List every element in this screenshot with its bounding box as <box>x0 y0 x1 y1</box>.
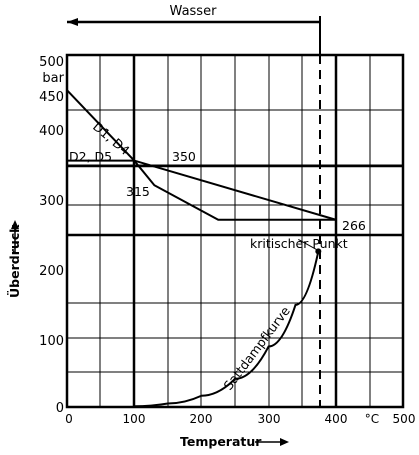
x-tick-500: 500 <box>393 412 416 426</box>
water-label: Wasser <box>170 4 218 19</box>
curve-saturation <box>134 251 320 408</box>
y-tick-400: 400 <box>39 124 64 139</box>
annotation-d2d5: D2, D5 <box>69 149 112 164</box>
x-tick-400: 400 <box>325 412 348 426</box>
y-tick-450: 450 <box>39 90 64 105</box>
annotation-315: 315 <box>126 184 150 199</box>
water-range-bracket: Wasser <box>67 4 321 407</box>
curves <box>66 89 337 408</box>
curve-d2d5 <box>67 159 337 221</box>
x-tick-0: 0 <box>65 412 73 426</box>
y-axis-label: Überdruck <box>7 224 22 298</box>
vertical-grid <box>99 55 371 407</box>
y-tick-100: 100 <box>39 334 64 349</box>
x-tick-100: 100 <box>123 412 146 426</box>
y-tick-200: 200 <box>39 264 64 279</box>
critical-point-label: kritischer Punkt <box>250 236 348 251</box>
y-axis-ticks: 500 bar 450 400 300 200 100 0 <box>39 55 64 416</box>
plot-frame <box>65 53 405 409</box>
x-unit-label: °C <box>365 412 379 426</box>
critical-point: kritischer Punkt <box>250 236 348 255</box>
x-axis-label: Temperatur <box>180 434 262 449</box>
y-tick-0: 0 <box>56 401 64 416</box>
annotation-saturation-curve: Sattdampfkurve <box>220 303 293 393</box>
x-axis-title: Temperatur <box>180 434 289 449</box>
curve-d1d4 <box>66 89 336 221</box>
annotation-266: 266 <box>342 218 366 233</box>
y-axis-title: Überdruck <box>7 220 22 298</box>
x-tick-300: 300 <box>258 412 281 426</box>
annotation-350: 350 <box>172 149 196 164</box>
y-unit-label: bar <box>42 71 64 86</box>
x-axis-ticks: 0 100 200 300 400 °C 500 <box>65 412 415 426</box>
y-tick-300: 300 <box>39 194 64 209</box>
x-tick-200: 200 <box>190 412 213 426</box>
y-tick-500: 500 <box>39 55 64 70</box>
